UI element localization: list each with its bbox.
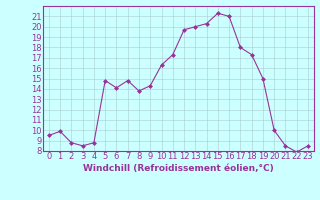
X-axis label: Windchill (Refroidissement éolien,°C): Windchill (Refroidissement éolien,°C) [83, 164, 274, 173]
